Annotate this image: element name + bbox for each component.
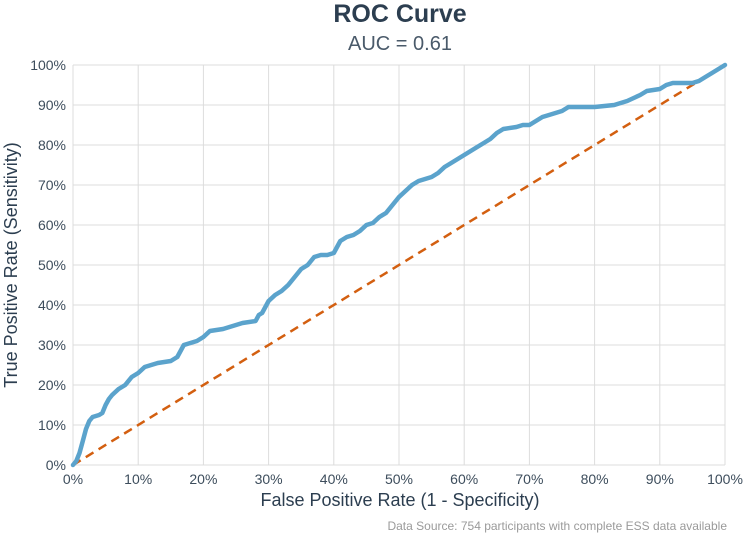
y-tick-label: 30%	[38, 337, 66, 353]
roc-curve-group	[70, 62, 728, 468]
y-tick-label: 80%	[38, 137, 66, 153]
x-tick-label: 30%	[255, 471, 283, 487]
chart-subtitle: AUC = 0.61	[348, 33, 452, 55]
tick-labels: 0% 10% 20% 30% 40% 50% 60% 70% 80% 90% 100% 0% 10% 20…	[30, 57, 743, 487]
data-source-note: Data Source: 754 participants with compl…	[387, 519, 727, 533]
x-tick-label: 20%	[189, 471, 217, 487]
y-tick-label: 50%	[38, 257, 66, 273]
y-tick-label: 60%	[38, 217, 66, 233]
random-classifier-line-group	[72, 63, 726, 467]
y-tick-label: 20%	[38, 377, 66, 393]
random-classifier-line	[72, 63, 726, 467]
x-axis-label: False Positive Rate (1 - Specificity)	[260, 490, 539, 510]
y-tick-label: 10%	[38, 417, 66, 433]
y-tick-label: 0%	[46, 457, 66, 473]
x-tick-label: 10%	[124, 471, 152, 487]
x-tick-label: 0%	[63, 471, 83, 487]
chart-title: ROC Curve	[333, 0, 467, 28]
x-tick-label: 80%	[581, 471, 609, 487]
y-tick-label: 70%	[38, 177, 66, 193]
x-tick-label: 70%	[515, 471, 543, 487]
x-tick-label: 60%	[450, 471, 478, 487]
y-tick-label: 100%	[30, 57, 66, 73]
y-tick-label: 90%	[38, 97, 66, 113]
x-tick-label: 50%	[385, 471, 413, 487]
y-tick-label: 40%	[38, 297, 66, 313]
y-axis-label: True Positive Rate (Sensitivity)	[1, 142, 21, 387]
x-tick-label: 100%	[707, 471, 743, 487]
x-tick-label: 90%	[646, 471, 674, 487]
grid	[72, 64, 726, 466]
x-tick-label: 40%	[320, 471, 348, 487]
